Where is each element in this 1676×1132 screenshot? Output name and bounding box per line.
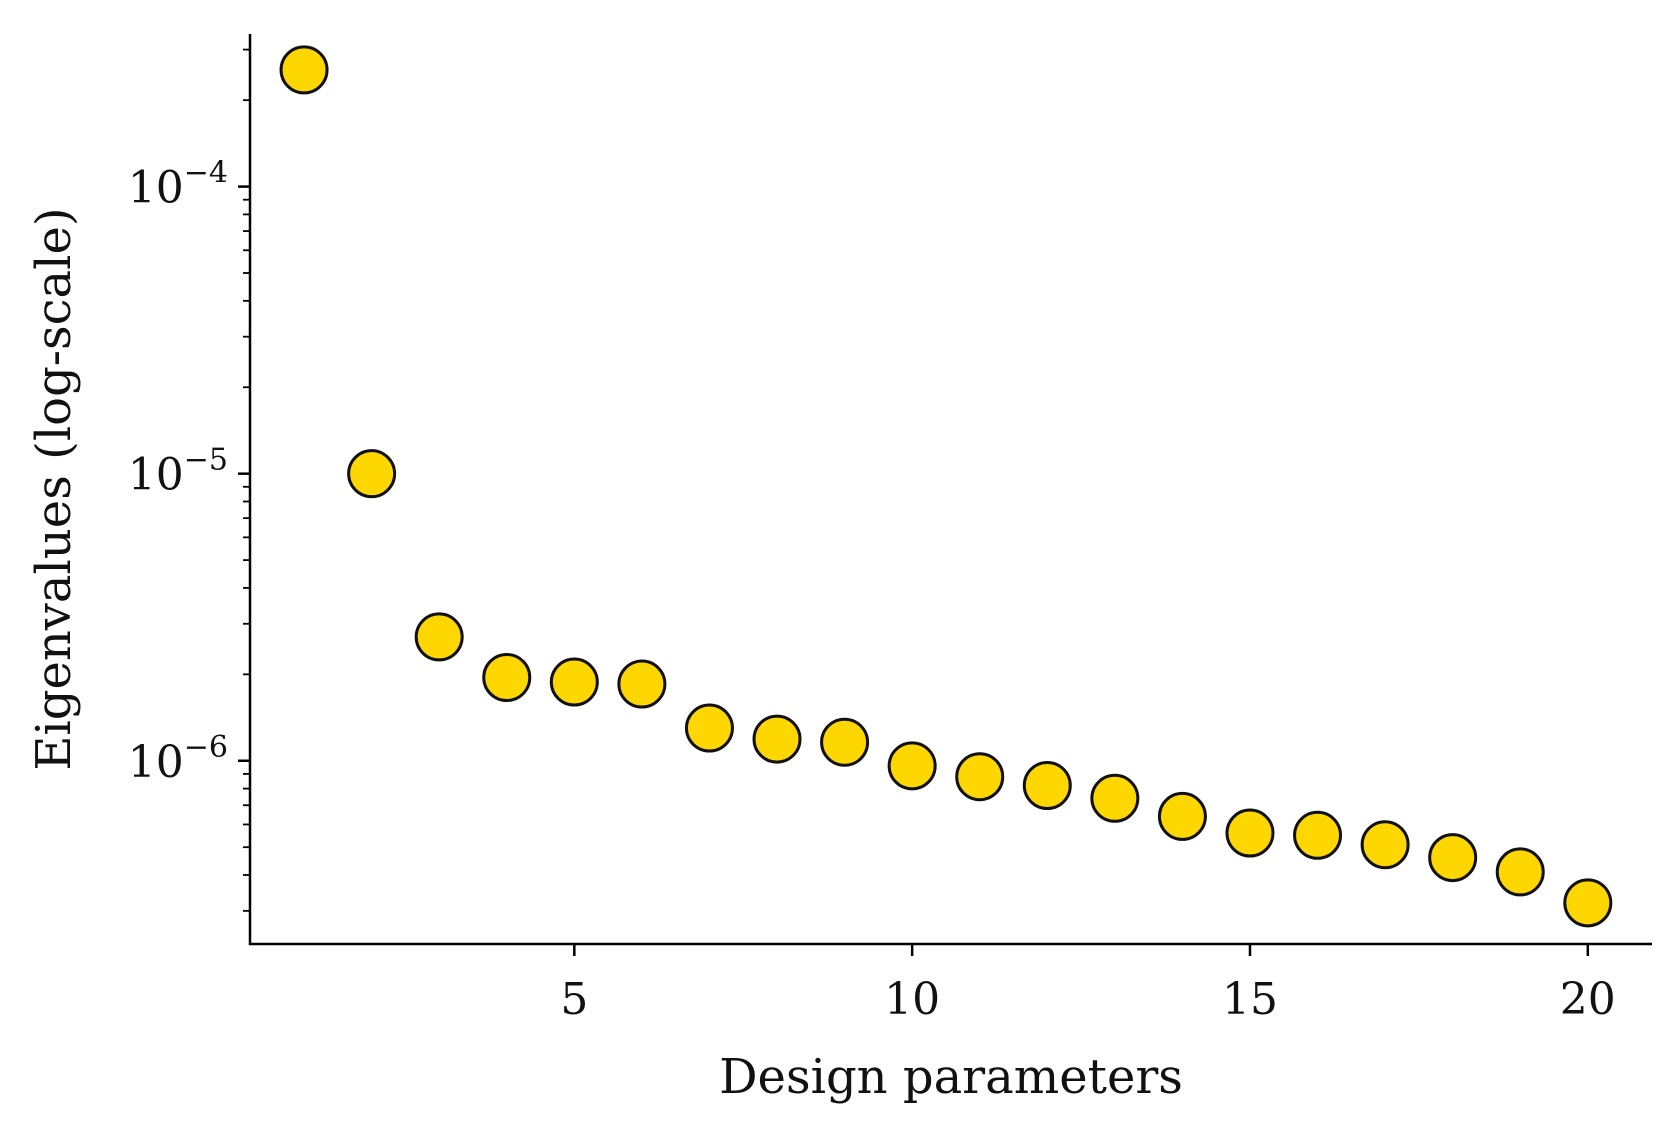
y-tick-label: 10−5	[128, 443, 228, 501]
x-tick-label: 15	[1222, 974, 1278, 1025]
data-point	[414, 612, 464, 662]
y-axis-label: Eigenvalues (log-scale)	[26, 207, 82, 770]
data-point	[955, 752, 1005, 802]
data-point	[1022, 761, 1072, 811]
x-tick-label: 10	[884, 974, 940, 1025]
y-tick-label: 10−4	[128, 156, 228, 214]
data-point	[1563, 878, 1613, 928]
data-point	[1225, 808, 1275, 858]
axis-ticks	[238, 185, 1590, 956]
x-tick-label: 5	[560, 974, 588, 1025]
data-point	[684, 703, 734, 753]
data-point	[482, 652, 532, 702]
tick-labels: 5 10 15 20 10−4 10−5 10−6	[128, 156, 1616, 1025]
data-point	[1495, 847, 1545, 897]
data-point	[887, 741, 937, 791]
data-point	[1090, 773, 1140, 823]
data-point	[1360, 820, 1410, 870]
data-point	[1428, 833, 1478, 883]
data-points	[279, 45, 1613, 928]
data-point	[549, 657, 599, 707]
data-point	[347, 449, 397, 499]
x-tick-label: 20	[1560, 974, 1616, 1025]
data-point	[1157, 791, 1207, 841]
data-point	[1293, 810, 1343, 860]
data-point	[752, 714, 802, 764]
data-point	[820, 717, 870, 767]
y-tick-label: 10−6	[128, 730, 228, 788]
data-point	[279, 45, 329, 95]
x-axis-label: Design parameters	[719, 1049, 1183, 1105]
data-point	[617, 659, 667, 709]
